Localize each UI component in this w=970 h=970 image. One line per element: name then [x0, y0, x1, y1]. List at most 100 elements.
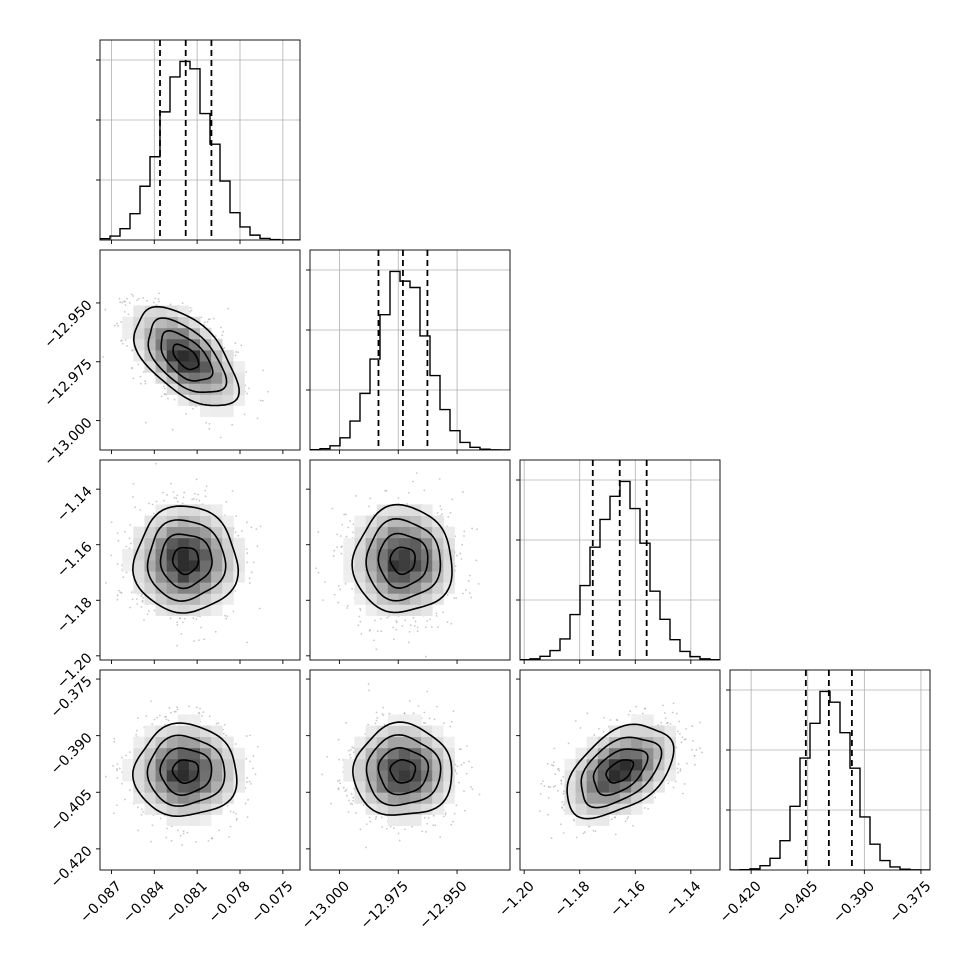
- density-cell: [398, 526, 411, 539]
- density-cell: [211, 560, 223, 572]
- density-cell: [177, 758, 190, 771]
- density-cell: [188, 582, 201, 594]
- density-cell: [365, 593, 378, 605]
- sample-point: [424, 722, 427, 724]
- sample-point: [552, 764, 555, 767]
- sample-point: [212, 317, 215, 320]
- density-cell: [376, 758, 389, 771]
- contour-3: [351, 721, 453, 816]
- sample-point: [117, 539, 120, 542]
- sample-point: [437, 626, 439, 628]
- density-cell: [211, 372, 223, 384]
- sample-point: [567, 742, 570, 745]
- density-cell: [133, 781, 145, 793]
- sample-point: [603, 717, 605, 719]
- sample-point: [353, 747, 355, 749]
- sample-point: [547, 813, 550, 816]
- density-cell: [144, 316, 156, 329]
- sample-point: [252, 561, 255, 564]
- sample-point: [173, 496, 176, 499]
- sample-point: [144, 380, 147, 382]
- density-cell: [586, 736, 599, 749]
- x-tick-label: −0.075: [249, 878, 297, 926]
- density-cell: [133, 758, 145, 771]
- sample-point: [206, 320, 209, 323]
- contour-3: [132, 305, 240, 407]
- sample-point: [381, 826, 383, 828]
- sample-point: [159, 817, 162, 820]
- density-cell: [398, 714, 411, 726]
- density-cell: [387, 770, 400, 782]
- sample-point: [140, 813, 143, 816]
- sample-point: [187, 705, 190, 708]
- density-cell: [631, 736, 643, 749]
- density-cell: [376, 803, 389, 815]
- density-cell: [222, 515, 234, 528]
- density-cell: [133, 560, 145, 572]
- sample-point: [434, 824, 437, 827]
- sample-point: [574, 720, 577, 722]
- y-tick-label: −12.975: [41, 356, 95, 410]
- sample-point: [168, 706, 171, 709]
- sample-point: [204, 495, 207, 498]
- sample-point: [113, 737, 116, 740]
- sample-point: [478, 793, 481, 796]
- sample-point: [415, 472, 418, 475]
- sample-point: [116, 532, 119, 534]
- sample-point: [579, 727, 582, 729]
- sample-point: [210, 837, 213, 840]
- sample-point: [262, 369, 264, 372]
- density-cell: [222, 537, 234, 550]
- sample-point: [141, 601, 144, 603]
- density-cell: [188, 537, 201, 550]
- contour-0: [605, 759, 635, 784]
- density-cell: [421, 582, 433, 594]
- density-cell: [387, 593, 400, 605]
- density-cell: [122, 758, 134, 771]
- sample-point: [350, 793, 353, 795]
- sample-point: [692, 740, 694, 742]
- density-cell: [177, 593, 190, 605]
- density-cell: [376, 781, 389, 793]
- sample-point: [244, 802, 247, 805]
- sample-point: [249, 734, 251, 737]
- density-cell: [443, 770, 455, 782]
- sample-point: [175, 497, 178, 500]
- sample-point: [317, 571, 320, 574]
- density-cell: [398, 571, 411, 583]
- sample-point: [120, 321, 122, 323]
- sample-point: [412, 480, 414, 483]
- sample-point: [81, 292, 83, 294]
- sample-point: [368, 689, 371, 692]
- density-cell: [211, 758, 223, 771]
- density-cell: [575, 814, 588, 826]
- density-cell: [376, 770, 389, 782]
- density-cell: [354, 526, 366, 539]
- density-cell: [432, 758, 444, 771]
- density-cell: [365, 560, 378, 572]
- density-cell: [177, 515, 190, 528]
- density-cell: [155, 604, 168, 616]
- sample-point: [561, 801, 564, 803]
- sample-point: [116, 598, 119, 601]
- density-cell: [432, 792, 444, 804]
- sample-point: [195, 478, 198, 481]
- y-tick-label: −12.950: [41, 297, 95, 351]
- density-cell: [177, 383, 190, 395]
- density-cell: [631, 770, 643, 782]
- sample-point: [397, 832, 400, 835]
- sample-point: [380, 617, 382, 620]
- sample-point: [369, 820, 372, 823]
- sample-point: [153, 718, 156, 721]
- density-cell: [166, 327, 179, 340]
- density-cell: [144, 350, 156, 362]
- density-cell: [177, 714, 190, 726]
- sample-point: [121, 301, 124, 304]
- sample-point: [660, 721, 663, 724]
- density-cell: [620, 747, 632, 760]
- sample-point: [444, 813, 447, 816]
- sample-point: [427, 817, 430, 819]
- density-cell: [188, 526, 201, 539]
- density-cell: [564, 781, 576, 793]
- density-cell: [410, 526, 422, 539]
